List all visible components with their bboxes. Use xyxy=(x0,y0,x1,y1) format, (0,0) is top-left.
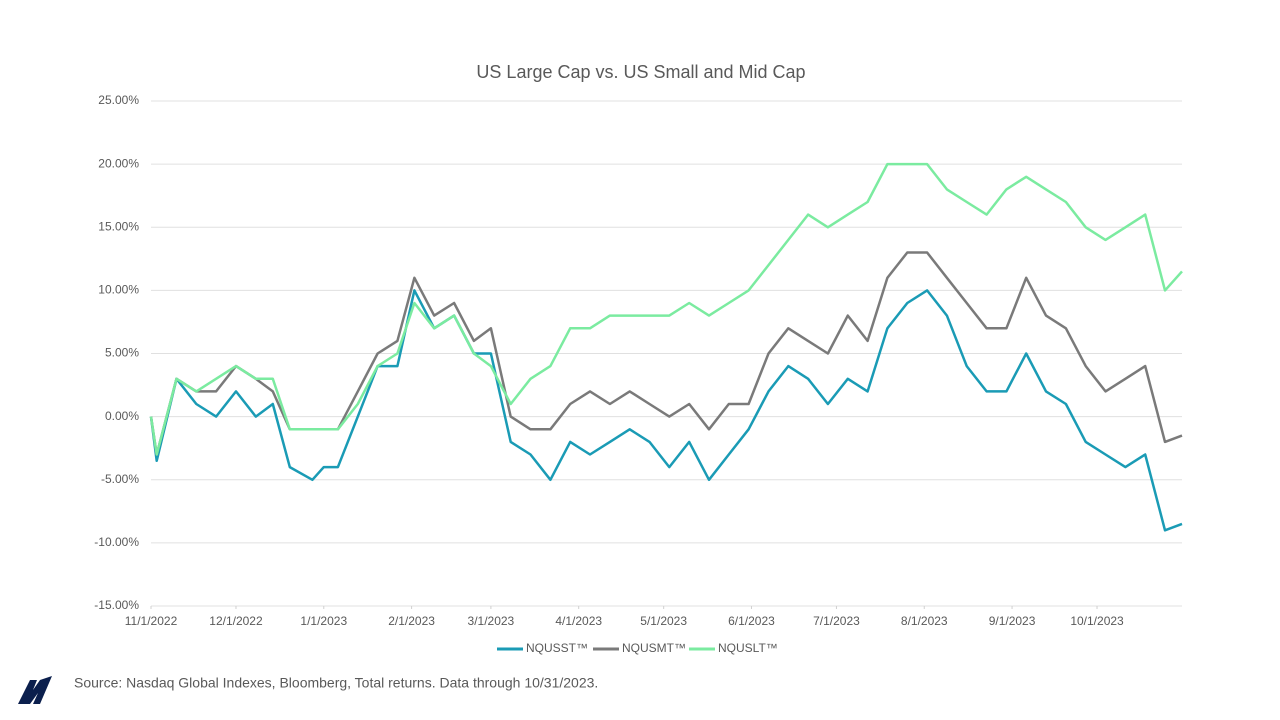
y-tick-label: -5.00% xyxy=(101,472,139,486)
x-tick-label: 5/1/2023 xyxy=(640,614,687,628)
y-tick-label: -10.00% xyxy=(94,535,139,549)
series-line xyxy=(149,289,1183,532)
y-tick-label: 5.00% xyxy=(105,346,139,360)
x-tick-label: 12/1/2022 xyxy=(209,614,263,628)
legend-label: NQUSMT™ xyxy=(622,641,686,655)
x-tick-label: 1/1/2023 xyxy=(300,614,347,628)
y-tick-label: 20.00% xyxy=(98,156,139,170)
x-tick-label: 10/1/2023 xyxy=(1070,614,1124,628)
x-tick-label: 7/1/2023 xyxy=(813,614,860,628)
legend-label: NQUSLT™ xyxy=(718,641,778,655)
y-tick-label: 0.00% xyxy=(105,409,139,423)
y-tick-label: 25.00% xyxy=(98,93,139,107)
x-tick-label: 8/1/2023 xyxy=(901,614,948,628)
legend-label: NQUSST™ xyxy=(526,641,588,655)
x-tick-label: 11/1/2022 xyxy=(125,614,178,628)
x-tick-label: 4/1/2023 xyxy=(555,614,602,628)
x-tick-label: 2/1/2023 xyxy=(388,614,435,628)
x-tick-label: 3/1/2023 xyxy=(468,614,515,628)
source-note: Source: Nasdaq Global Indexes, Bloomberg… xyxy=(74,675,598,691)
series-line xyxy=(149,162,1183,456)
x-tick-label: 6/1/2023 xyxy=(728,614,775,628)
y-tick-label: -15.00% xyxy=(94,598,139,612)
y-tick-label: 15.00% xyxy=(98,219,139,233)
x-tick-label: 9/1/2023 xyxy=(989,614,1036,628)
logo xyxy=(18,676,52,704)
y-tick-label: 10.00% xyxy=(98,283,139,297)
chart-title: US Large Cap vs. US Small and Mid Cap xyxy=(476,62,805,82)
